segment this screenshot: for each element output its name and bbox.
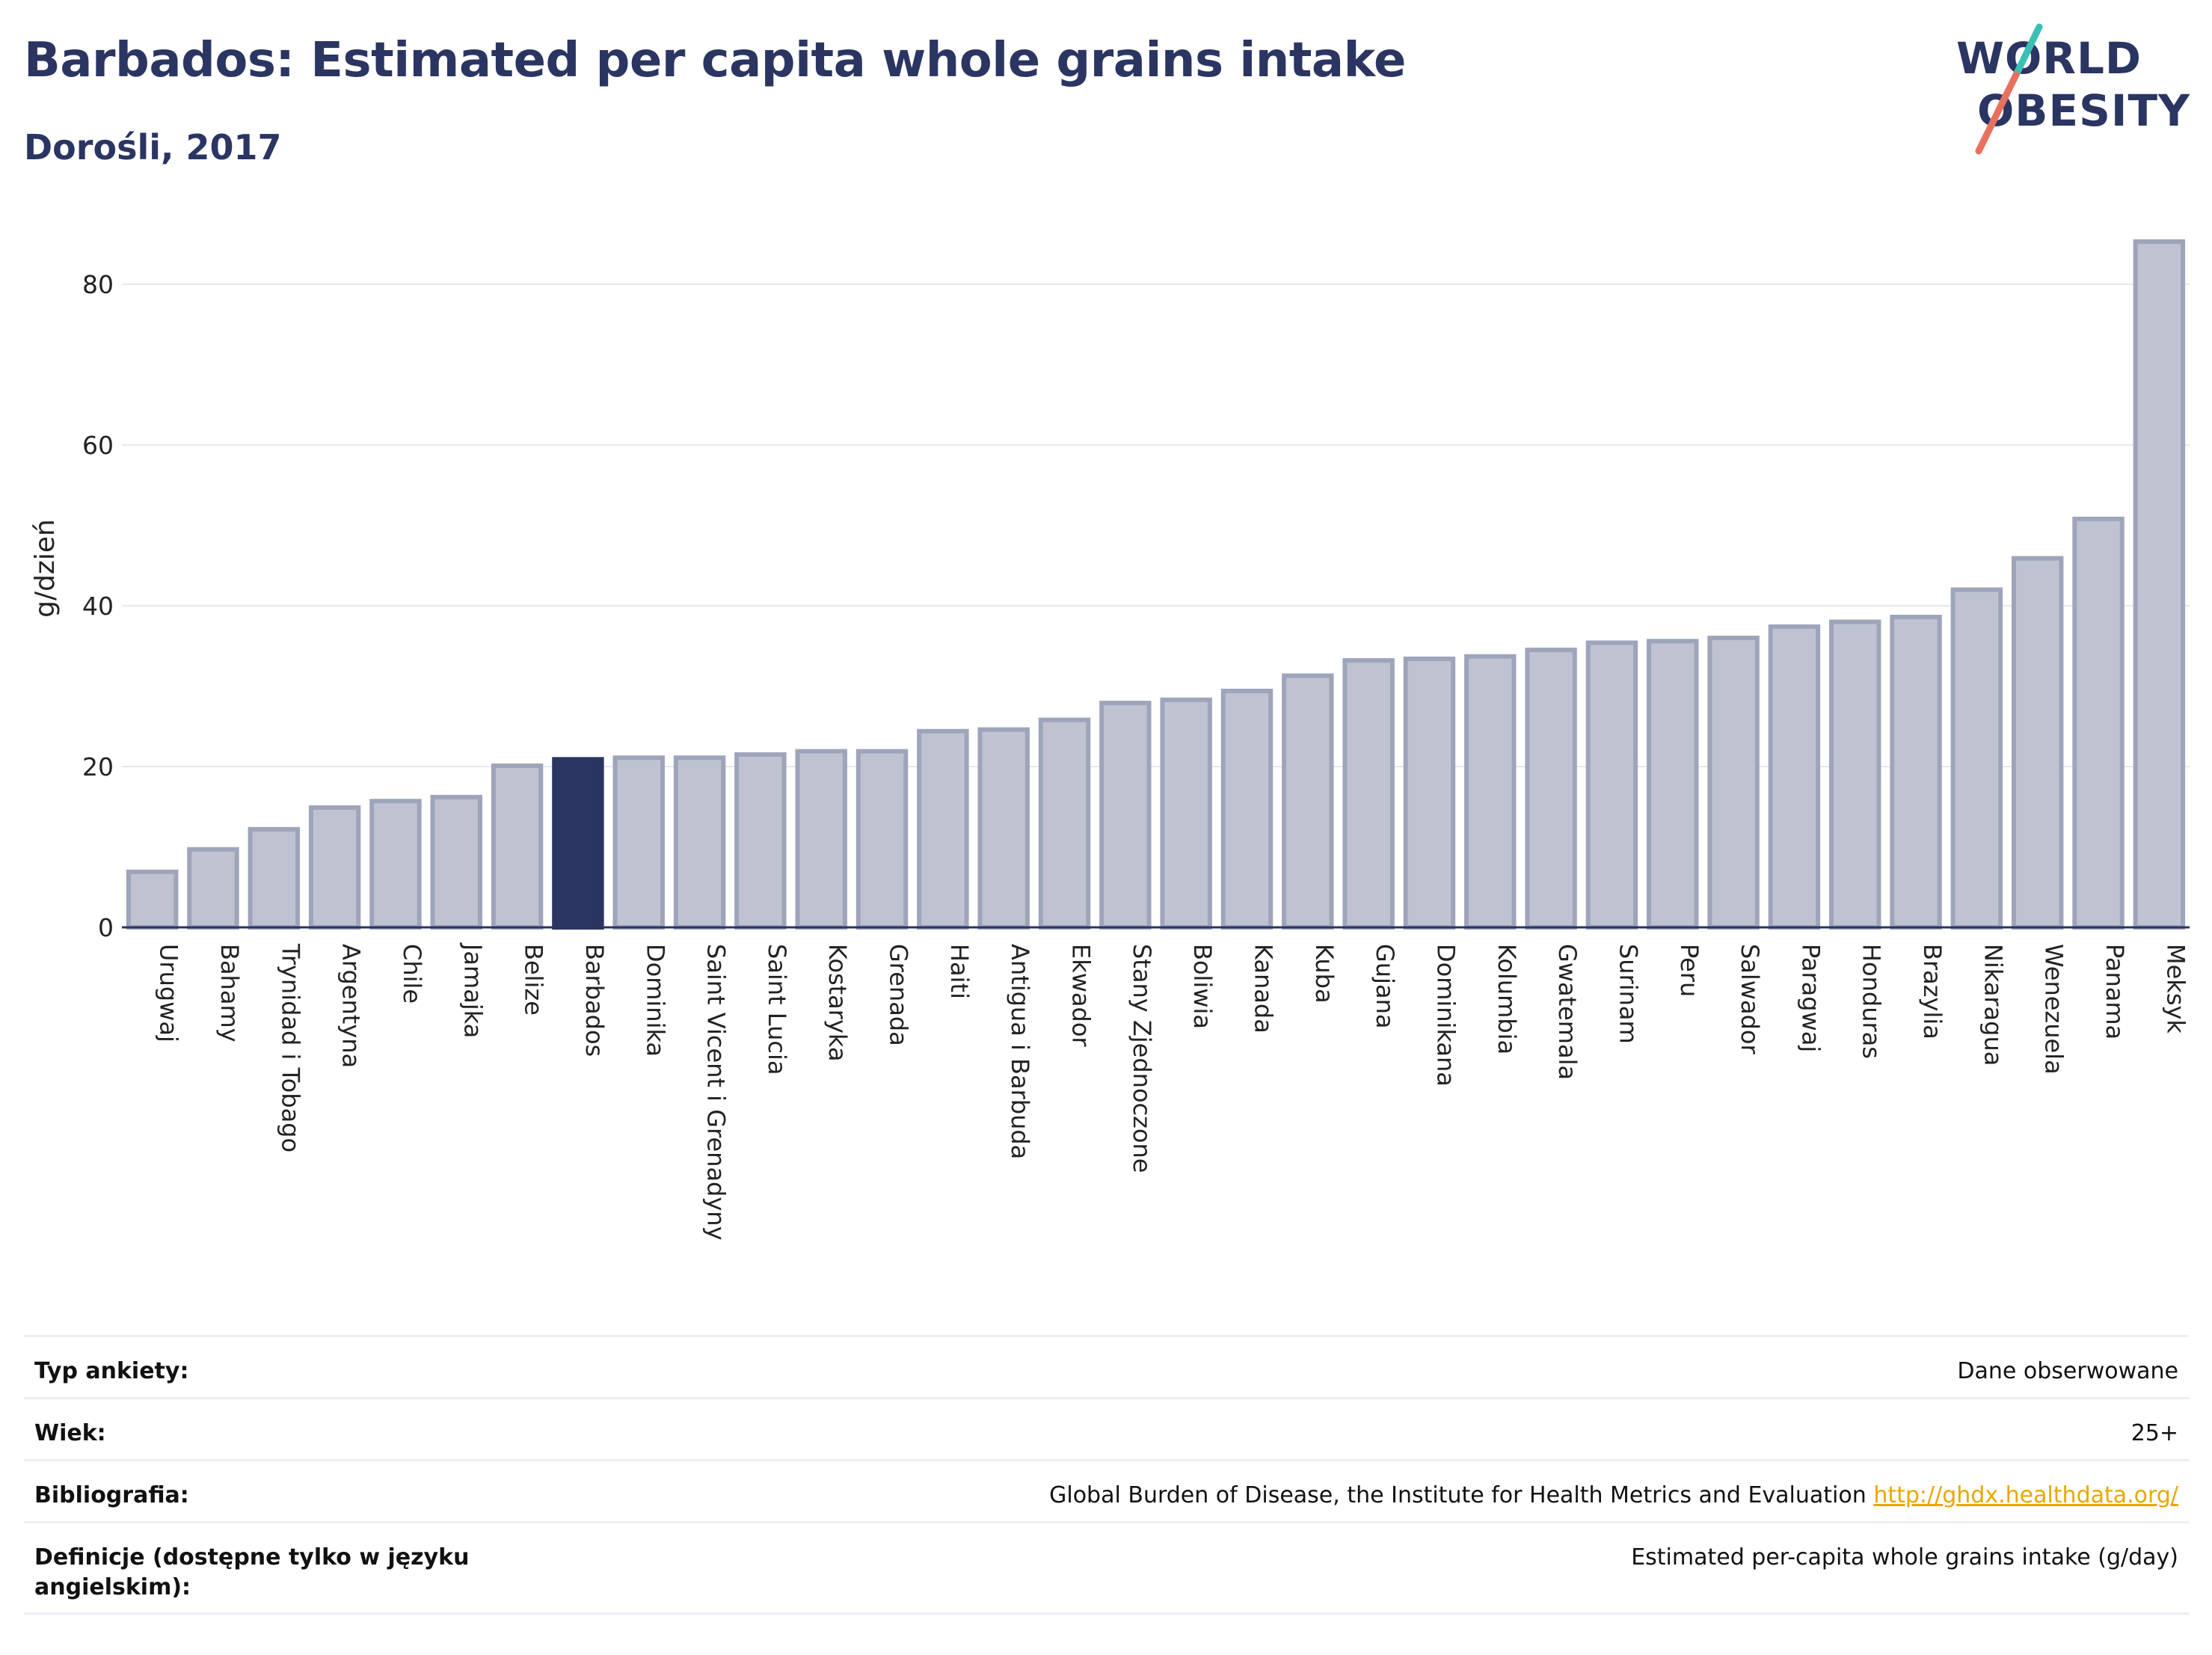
x-tick-label: Wenezuela xyxy=(2040,944,2068,1075)
bar-bahamy[interactable] xyxy=(187,847,239,930)
x-tick-label: Dominika xyxy=(641,944,669,1057)
logo-word-world: WORLD xyxy=(1956,33,2142,84)
bar-panama[interactable] xyxy=(2072,516,2125,930)
bar-kanada[interactable] xyxy=(1220,688,1274,930)
info-row-age: Wiek: 25+ xyxy=(24,1397,2189,1459)
bar-barbados[interactable] xyxy=(552,757,604,930)
bar-dominika[interactable] xyxy=(612,755,665,930)
bar-paragwaj[interactable] xyxy=(1768,624,1821,930)
info-row-survey-type: Typ ankiety: Dane obserwowane xyxy=(24,1335,2189,1397)
bar-surinam[interactable] xyxy=(1585,640,1638,930)
x-tick-label: Nikaragua xyxy=(1979,944,2007,1066)
y-tick-label: 40 xyxy=(82,592,114,621)
bar-antigua-i-barbuda[interactable] xyxy=(977,727,1030,930)
bar-trynidad-i-tobago[interactable] xyxy=(248,826,301,930)
info-table: Typ ankiety: Dane obserwowane Wiek: 25+ … xyxy=(24,1335,2189,1615)
bar-kuba[interactable] xyxy=(1282,673,1334,930)
bar-haiti[interactable] xyxy=(917,728,969,930)
bar-kolumbia[interactable] xyxy=(1464,654,1517,930)
info-row-bibliography: Bibliografia: Global Burden of Disease, … xyxy=(24,1459,2189,1521)
bar-stany-zjednoczone[interactable] xyxy=(1099,701,1152,930)
bar-nikaragua[interactable] xyxy=(1950,587,2003,930)
x-tick-label: Belize xyxy=(520,944,548,1016)
x-tick-label: Haiti xyxy=(945,944,974,999)
info-value: 25+ xyxy=(2130,1420,2178,1446)
chart-title: Barbados: Estimated per capita whole gra… xyxy=(24,33,1406,88)
x-tick-label: Kuba xyxy=(1310,944,1339,1004)
info-label: Wiek: xyxy=(34,1420,106,1446)
bar-wenezuela[interactable] xyxy=(2011,556,2064,930)
x-tick-label: Peru xyxy=(1675,944,1703,997)
x-tick-label: Barbados xyxy=(580,944,609,1057)
x-tick-label: Ekwador xyxy=(1067,944,1096,1047)
logo-slash-icon xyxy=(1975,23,2043,155)
x-tick-label: Urugwaj xyxy=(155,944,183,1043)
y-tick-label: 60 xyxy=(82,431,114,460)
bar-boliwia[interactable] xyxy=(1160,697,1212,930)
info-label: Definicje (dostępne tylko w języku angie… xyxy=(34,1544,470,1600)
bar-gujana[interactable] xyxy=(1342,658,1395,930)
info-label: Bibliografia: xyxy=(34,1482,189,1508)
x-axis-labels: Urugwaj Bahamy Trynidad i Tobago Argentyna C… xyxy=(155,942,2190,1241)
bar-honduras[interactable] xyxy=(1829,619,1881,930)
x-tick-label: Honduras xyxy=(1858,944,1886,1059)
x-tick-label: Stany Zjednoczone xyxy=(1128,944,1156,1173)
bars xyxy=(126,239,2186,930)
bar-argentyna[interactable] xyxy=(308,805,361,930)
info-value: Global Burden of Disease, the Institute … xyxy=(1049,1481,2178,1511)
y-axis-ticks: 0 20 40 60 80 xyxy=(82,270,114,942)
x-tick-label: Salwador xyxy=(1736,944,1764,1054)
x-tick-label: Saint Lucia xyxy=(763,944,791,1075)
logo-word-obesity: OBESITY xyxy=(1977,85,2191,136)
bar-belize[interactable] xyxy=(491,763,544,930)
x-tick-label: Boliwia xyxy=(1188,944,1217,1029)
bar-urugwaj[interactable] xyxy=(126,869,179,930)
x-tick-label: Saint Vicent i Grenadyny xyxy=(702,944,731,1241)
bar-meksyk[interactable] xyxy=(2133,239,2186,930)
bar-saint-lucia[interactable] xyxy=(734,752,787,930)
x-tick-label: Argentyna xyxy=(337,944,366,1068)
x-tick-label: Antigua i Barbuda xyxy=(1006,944,1034,1159)
bar-ekwador[interactable] xyxy=(1038,717,1091,930)
info-value: Dane obserwowane xyxy=(1957,1358,2178,1384)
info-value: Estimated per-capita whole grains intake… xyxy=(1631,1544,2178,1570)
x-tick-label: Kostaryka xyxy=(823,944,852,1061)
bar-jamajka[interactable] xyxy=(430,794,482,930)
x-tick-label: Chile xyxy=(398,944,426,1004)
x-tick-label: Panama xyxy=(2101,944,2129,1040)
x-tick-label: Kanada xyxy=(1249,944,1277,1034)
x-tick-label: Gwatemala xyxy=(1553,944,1582,1080)
x-tick-label: Dominikana xyxy=(1431,944,1460,1087)
bibliography-link[interactable]: http://ghdx.healthdata.org/ xyxy=(1873,1482,2178,1508)
x-tick-label: Surinam xyxy=(1614,944,1642,1044)
info-row-definitions: Definicje (dostępne tylko w języku angie… xyxy=(24,1521,2189,1615)
bar-kostaryka[interactable] xyxy=(795,749,847,930)
bar-grenada[interactable] xyxy=(855,749,909,930)
bar-saint-vicent-i-grenadyny[interactable] xyxy=(673,755,726,930)
x-tick-label: Meksyk xyxy=(2161,944,2190,1034)
chart-subtitle: Dorośli, 2017 xyxy=(24,127,282,168)
x-tick-label: Paragwaj xyxy=(1796,944,1825,1052)
bar-dominikana[interactable] xyxy=(1403,656,1456,930)
x-tick-label: Bahamy xyxy=(215,944,244,1043)
bar-gwatemala[interactable] xyxy=(1525,648,1577,930)
info-label: Typ ankiety: xyxy=(34,1358,189,1384)
bar-chart: 0 20 40 60 80 Urugwaj Bahamy Trynidad i Tobago… xyxy=(30,239,2190,1241)
bar-brazylia[interactable] xyxy=(1890,615,1942,930)
y-tick-label: 80 xyxy=(82,270,114,299)
x-tick-label: Brazylia xyxy=(1918,944,1947,1040)
bar-salwador[interactable] xyxy=(1707,636,1760,930)
y-tick-label: 0 xyxy=(98,913,114,942)
x-tick-label: Grenada xyxy=(885,944,913,1046)
x-tick-label: Trynidad i Tobago xyxy=(276,943,304,1152)
x-tick-label: Gujana xyxy=(1371,944,1399,1028)
y-tick-label: 20 xyxy=(82,752,114,782)
bibliography-text: Global Burden of Disease, the Institute … xyxy=(1049,1482,1867,1508)
world-obesity-logo[interactable]: WORLD OBESITY xyxy=(1944,22,2191,157)
x-tick-label: Kolumbia xyxy=(1493,944,1521,1054)
bar-peru[interactable] xyxy=(1647,639,1699,930)
y-axis-title: g/dzień xyxy=(30,519,61,618)
x-tick-label: Jamajka xyxy=(458,942,487,1038)
bar-chile[interactable] xyxy=(369,799,422,930)
